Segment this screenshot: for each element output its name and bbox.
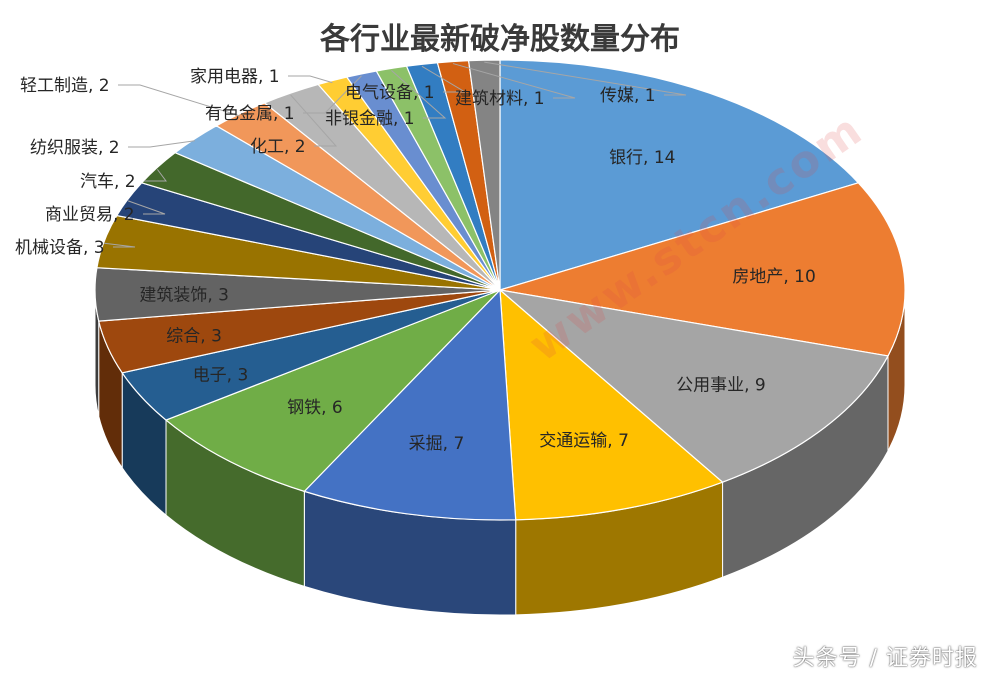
source-watermark: 头条号 / 证券时报	[792, 646, 978, 671]
pie-slice-银行	[499, 59, 860, 291]
data-label-钢铁: 钢铁, 6	[287, 398, 343, 418]
data-label-建筑装饰: 建筑装饰, 3	[139, 285, 229, 305]
leader-line-传媒	[484, 61, 687, 96]
pie-slice-采掘	[303, 288, 517, 521]
data-label-电子: 电子, 3	[193, 366, 249, 386]
leader-line-有色金属	[303, 75, 362, 114]
data-label-电气设备: 电气设备, 1	[345, 83, 435, 103]
leader-line-非银金融	[391, 70, 447, 119]
data-label-交通运输: 交通运输, 7	[539, 431, 629, 451]
data-label-房地产: 房地产, 10	[732, 267, 815, 287]
leader-line-建筑材料	[452, 63, 576, 99]
data-label-传媒: 传媒, 1	[600, 86, 656, 106]
leader-line-家用电器	[288, 75, 333, 84]
leader-line-化工	[290, 94, 338, 147]
data-label-非银金融: 非银金融, 1	[325, 109, 415, 129]
data-label-银行: 银行, 14	[609, 148, 675, 168]
data-label-轻工制造: 轻工制造, 2	[20, 76, 110, 96]
data-label-纺织服装: 纺织服装, 2	[30, 138, 120, 158]
pie-slice-公用事业	[497, 289, 889, 483]
data-label-汽车: 汽车, 2	[80, 172, 136, 192]
pie-side-walls	[94, 289, 906, 616]
data-label-采掘: 采掘, 7	[409, 434, 465, 454]
pie-slice-房地产	[499, 182, 906, 357]
leader-line-商业贸易	[127, 200, 166, 215]
data-label-建筑材料: 建筑材料, 1	[455, 89, 545, 109]
data-label-家用电器: 家用电器, 1	[190, 67, 280, 87]
data-label-机械设备: 机械设备, 3	[15, 238, 105, 258]
data-label-综合: 综合, 3	[166, 327, 222, 347]
pie-slice-钢铁	[164, 289, 501, 493]
pie-slice-传媒	[467, 59, 501, 291]
leader-line-轻工制造	[118, 84, 240, 117]
slice-labels: 银行, 14 房地产, 10 公用事业, 9 交通运输, 7 采掘, 7 钢铁, 6 电子,…	[15, 61, 816, 454]
leader-line-机械设备	[104, 242, 136, 248]
pie-slice-交通运输	[499, 288, 724, 521]
leader-line-电气设备	[421, 65, 467, 93]
chart-title: 各行业最新破净股数量分布	[320, 22, 680, 57]
leader-line-汽车	[144, 169, 167, 182]
data-label-有色金属: 有色金属, 1	[205, 104, 295, 124]
data-label-公用事业: 公用事业, 9	[676, 375, 766, 395]
leader-line-纺织服装	[128, 140, 195, 148]
data-label-商业贸易: 商业贸易, 2	[45, 205, 135, 225]
pie-top-faces	[94, 59, 906, 521]
data-label-化工: 化工, 2	[250, 137, 306, 157]
